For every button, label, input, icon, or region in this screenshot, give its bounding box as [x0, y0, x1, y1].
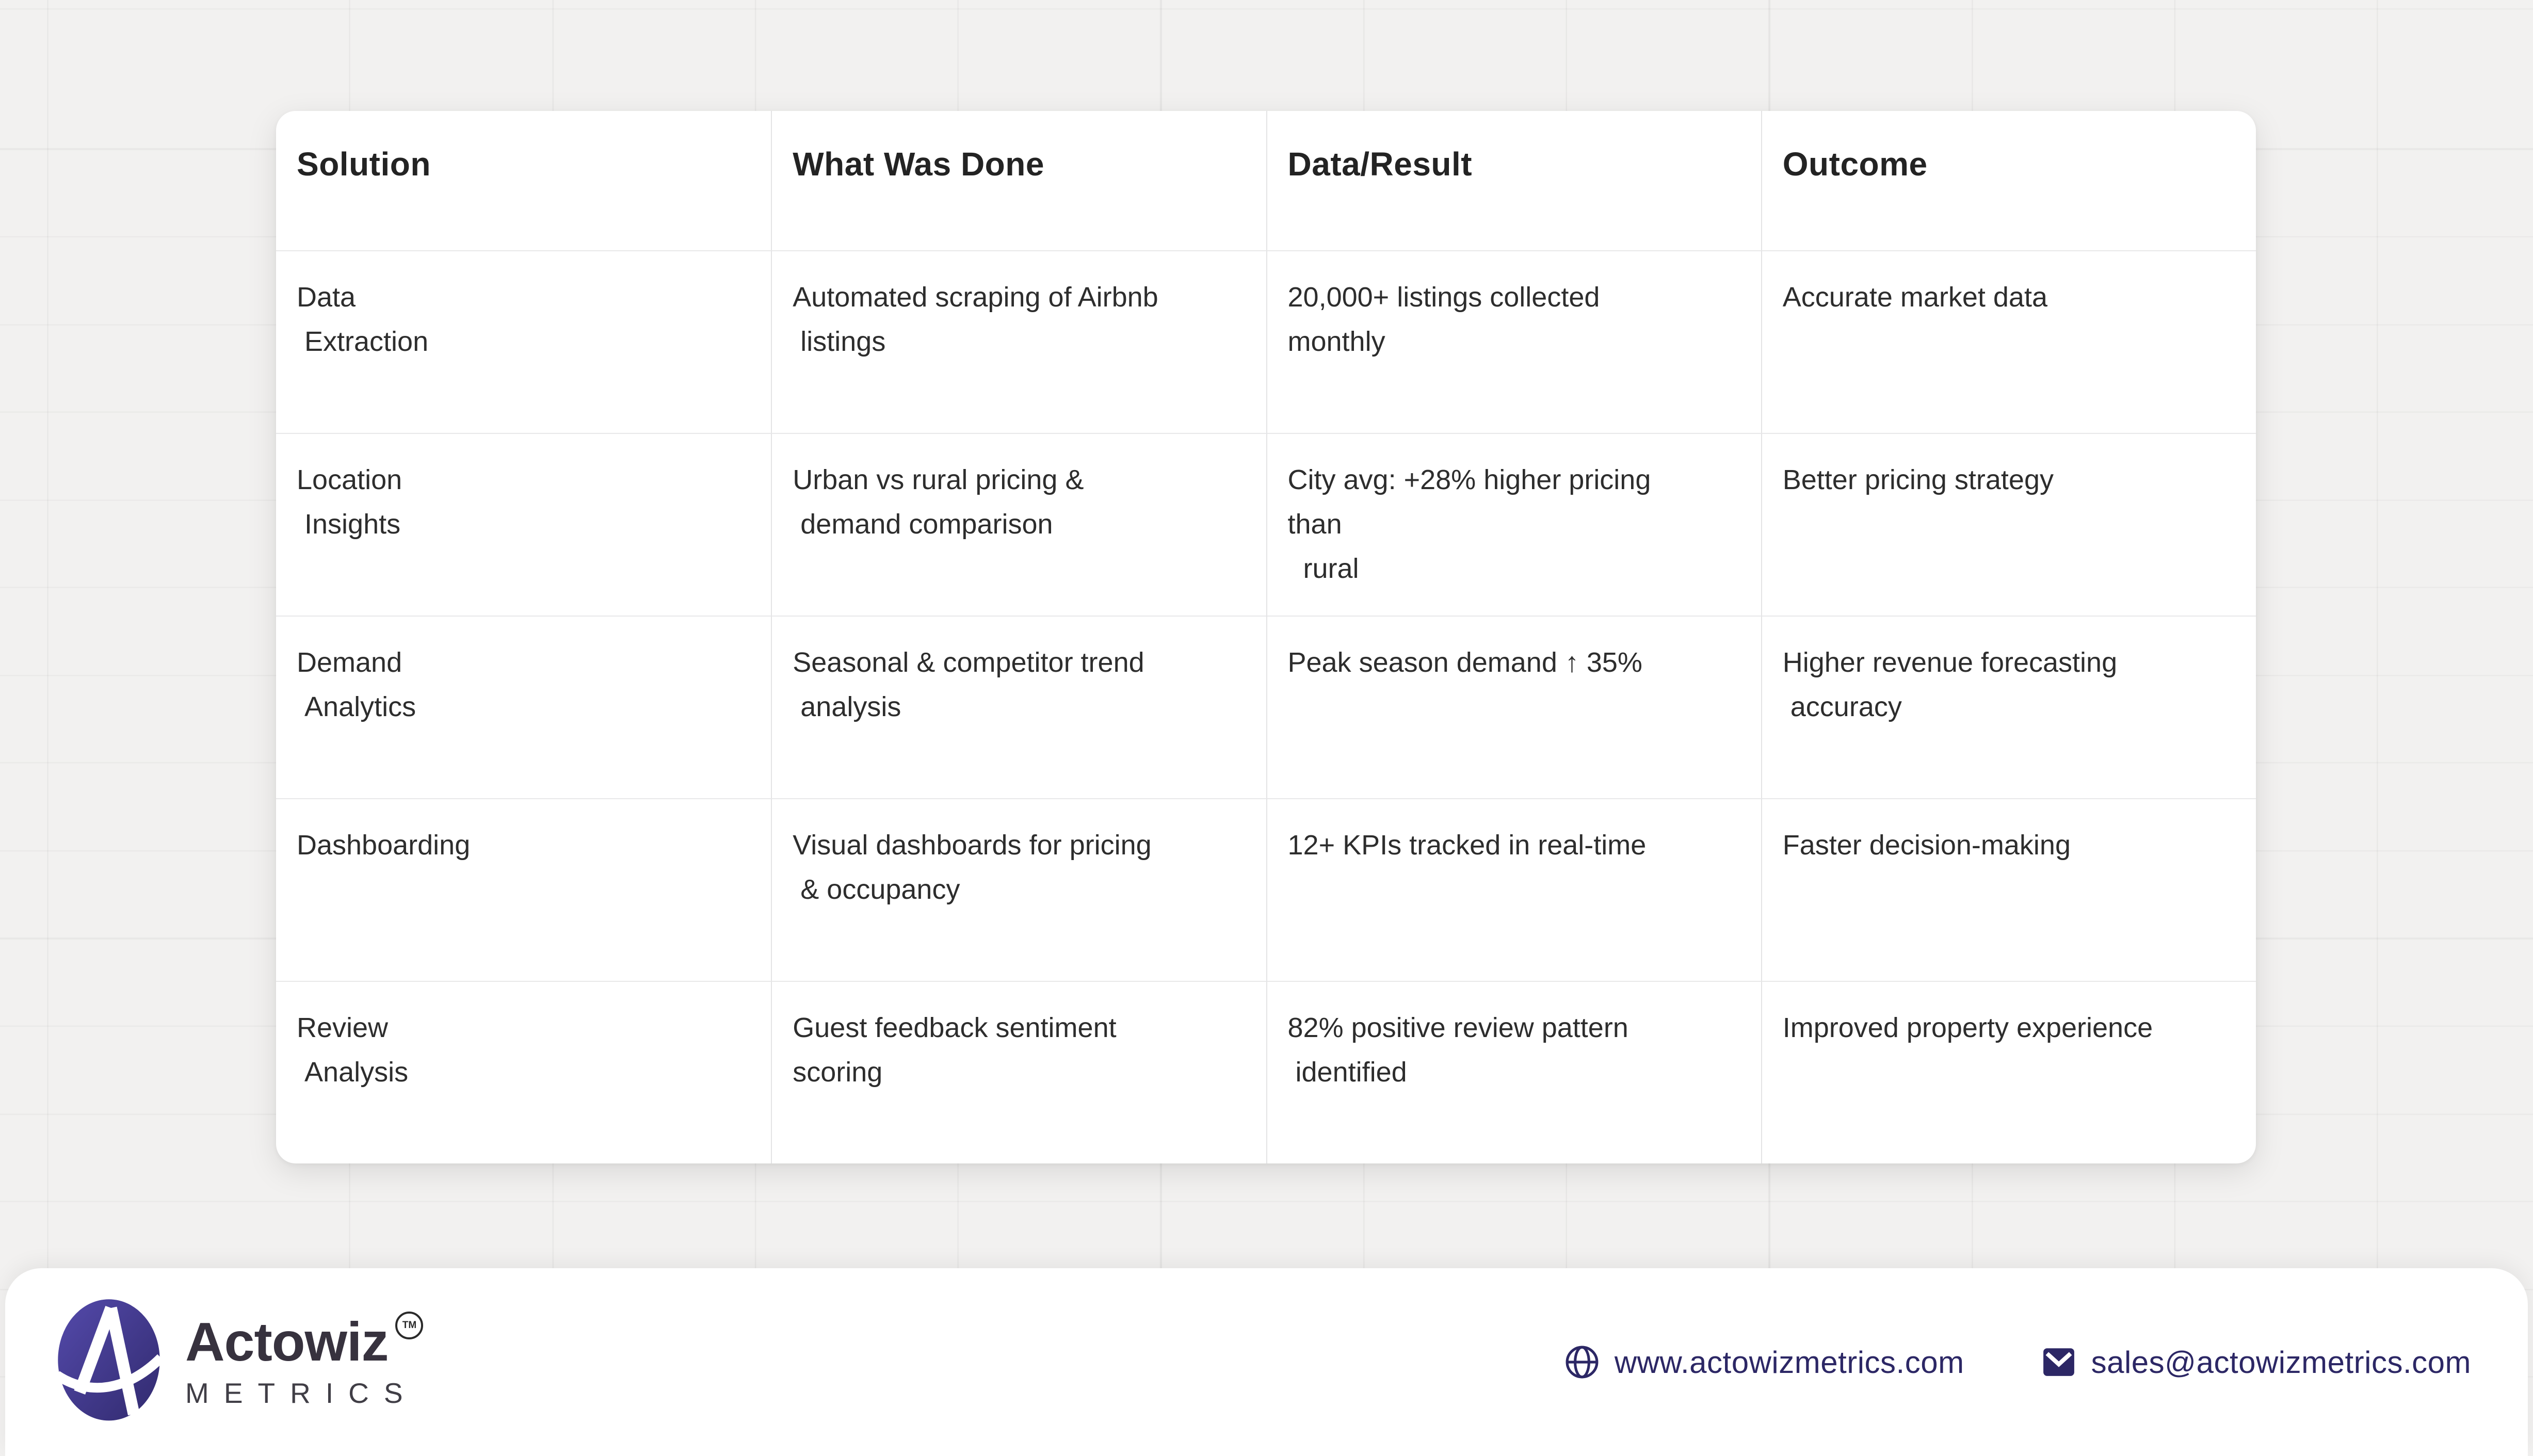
table-cell: Dashboarding	[276, 798, 771, 981]
mail-icon	[2043, 1348, 2074, 1376]
brand-name: Actowiz	[185, 1312, 389, 1372]
results-table: Solution What Was Done Data/Result Outcome D…	[276, 111, 2256, 1163]
header-cell-outcome: Outcome	[1761, 111, 2256, 250]
table-cell: Improved property experience	[1761, 981, 2256, 1163]
table-cell: 20,000+ listings collected monthly	[1266, 250, 1761, 433]
globe-icon	[1566, 1346, 1599, 1379]
table-cell: 12+ KPIs tracked in real-time	[1266, 798, 1761, 981]
table-cell: Seasonal & competitor trend analysis	[771, 616, 1266, 798]
table-cell: Faster decision-making	[1761, 798, 2256, 981]
table-cell: Automated scraping of Airbnb listings	[771, 250, 1266, 433]
header-cell-what-was-done: What Was Done	[771, 111, 1266, 250]
table-cell: Data Extraction	[276, 250, 771, 433]
table-cell: Guest feedback sentiment scoring	[771, 981, 1266, 1163]
case-study-table-card: Solution What Was Done Data/Result Outcome D…	[276, 111, 2256, 1163]
email-contact[interactable]: sales@actowizmetrics.com	[2042, 1345, 2471, 1380]
table-cell: Demand Analytics	[276, 616, 771, 798]
website-contact[interactable]: www.actowizmetrics.com	[1565, 1345, 1964, 1380]
table-cell: City avg: +28% higher pricing than rural	[1266, 433, 1761, 616]
table-cell: Visual dashboards for pricing & occupanc…	[771, 798, 1266, 981]
brand-subtitle: METRICS	[185, 1377, 418, 1409]
header-cell-data-result: Data/Result	[1266, 111, 1761, 250]
contact-block: www.actowizmetrics.com sales@actowizmetr…	[1565, 1345, 2471, 1380]
footer-bar: Actowiz TM METRICS www.actowizmetrics.co…	[5, 1268, 2528, 1456]
table-cell: Urban vs rural pricing & demand comparis…	[771, 433, 1266, 616]
actowiz-logo-icon	[54, 1299, 164, 1421]
table-cell: Accurate market data	[1761, 250, 2256, 433]
table-cell: Higher revenue forecasting accuracy	[1761, 616, 2256, 798]
brand-block: Actowiz TM METRICS	[54, 1297, 424, 1427]
table-cell: Better pricing strategy	[1761, 433, 2256, 616]
trademark-badge: TM	[395, 1312, 424, 1339]
table-cell: Review Analysis	[276, 981, 771, 1163]
table-cell: Peak season demand ↑ 35%	[1266, 616, 1761, 798]
email-link[interactable]: sales@actowizmetrics.com	[2091, 1345, 2471, 1380]
website-link[interactable]: www.actowizmetrics.com	[1614, 1345, 1964, 1380]
table-cell: 82% positive review pattern identified	[1266, 981, 1761, 1163]
table-cell: Location Insights	[276, 433, 771, 616]
header-cell-solution: Solution	[297, 145, 431, 183]
brand-text: Actowiz TM METRICS	[185, 1312, 424, 1410]
